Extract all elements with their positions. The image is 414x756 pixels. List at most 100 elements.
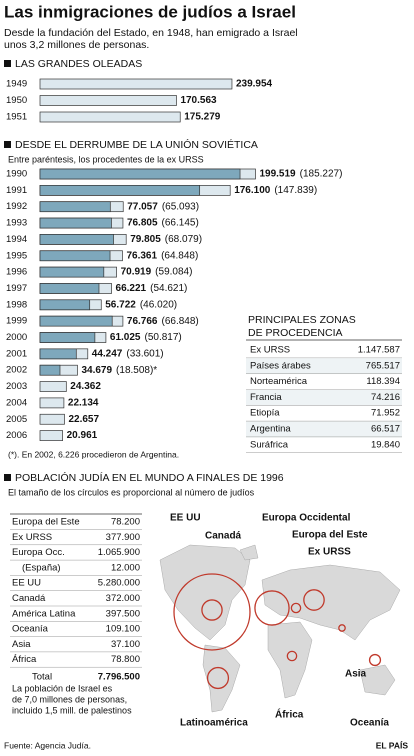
chart-subtitle: El tamaño de los círculos es proporciona…: [8, 487, 255, 497]
table-cell: 71.952: [371, 408, 400, 419]
category-label: 1951: [6, 112, 27, 123]
section-title: POBLACIÓN JUDÍA EN EL MUNDO A FINALES DE…: [15, 471, 284, 484]
table-row-bg: [246, 389, 402, 406]
bar: [39, 283, 100, 294]
table-cell: 109.100: [106, 624, 140, 635]
section-title: DESDE EL DERRUMBE DE LA UNIÓN SOVIÉTICA: [15, 138, 258, 151]
table-cell: Francia: [250, 392, 282, 403]
category-label: 2001: [6, 348, 27, 359]
bar: [39, 234, 114, 245]
table-cell: Ex URSS: [250, 345, 290, 356]
value-label: 44.247: [92, 348, 123, 359]
table-cell: Ex URSS: [12, 532, 52, 543]
value-label: 239.954: [236, 79, 273, 90]
value-label: 199.519: [259, 169, 296, 180]
map-label: Oceanía: [350, 718, 389, 729]
category-label: 1991: [6, 185, 27, 196]
chart-subtitle: Entre paréntesis, los procedentes de la …: [8, 154, 204, 164]
table-cell: 74.216: [371, 392, 400, 403]
table-cell: Etiopía: [250, 408, 280, 419]
map-label: Europa Occidental: [262, 513, 351, 524]
table-cell: 19.840: [371, 439, 400, 450]
table-cell: 397.500: [106, 608, 140, 619]
map-label: Europa del Este: [292, 530, 368, 541]
table-cell: 765.517: [366, 360, 400, 371]
table-cell: 372.000: [106, 593, 140, 604]
section-marker: [4, 474, 11, 481]
subtitle: Desde la fundación del Estado, en 1948, …: [4, 27, 298, 39]
table-cell: África: [12, 654, 37, 665]
value-label: (33.601): [126, 348, 163, 359]
table-cell: 1.147.587: [358, 345, 400, 356]
category-label: 2005: [6, 414, 27, 425]
category-label: 1949: [6, 79, 27, 90]
map-label: África: [275, 708, 304, 721]
table-row-bg: [246, 421, 402, 438]
bubble: [286, 650, 298, 662]
category-label: 1992: [6, 201, 27, 212]
table-cell: (España): [22, 562, 61, 573]
table-cell: 118.394: [366, 376, 400, 387]
value-label: 176.100: [234, 185, 271, 196]
value-label: (185.227): [300, 169, 343, 180]
category-label: 1996: [6, 267, 27, 278]
bar: [39, 364, 61, 376]
category-label: 2004: [6, 397, 27, 408]
map-label: Canadá: [205, 531, 242, 542]
bar: [39, 266, 105, 278]
category-label: 1993: [6, 218, 27, 229]
table-row-bg: [246, 358, 402, 375]
bar: [39, 95, 177, 106]
table-cell: 5.280.000: [98, 578, 140, 589]
table-cell: Suráfrica: [250, 439, 289, 450]
table-cell: Europa del Este: [12, 517, 80, 528]
bar: [39, 201, 111, 213]
subtitle: unos 3,2 millones de personas.: [4, 39, 149, 51]
value-label: (64.848): [161, 250, 198, 261]
table-cell: 377.900: [106, 532, 140, 543]
category-label: 1950: [6, 95, 27, 106]
table-cell: Argentina: [250, 424, 291, 435]
value-label: 56.722: [105, 299, 136, 310]
value-label: 22.134: [68, 398, 99, 409]
table-cell: Asia: [12, 639, 31, 650]
bubble: [290, 602, 302, 614]
category-label: 1998: [6, 299, 27, 310]
value-label: (66.848): [162, 316, 199, 327]
table-cell: 1.065.900: [98, 547, 140, 558]
table-cell: EE UU: [12, 578, 41, 589]
bar: [39, 381, 67, 392]
category-label: 2000: [6, 332, 27, 343]
bar: [39, 217, 112, 229]
bar: [39, 430, 63, 441]
table-note: de 7,0 millones de personas,: [12, 694, 127, 704]
value-label: (147.839): [274, 185, 317, 196]
value-label: 24.362: [70, 381, 101, 392]
value-label: 22.657: [68, 414, 99, 425]
bar: [39, 315, 113, 327]
table-note: La población de Israel es: [12, 683, 113, 693]
bar: [39, 168, 241, 180]
value-label: 77.057: [127, 201, 158, 212]
table-cell: 66.517: [371, 424, 400, 435]
bubble: [201, 599, 223, 621]
value-label: (46.020): [140, 299, 177, 310]
category-label: 2003: [6, 381, 27, 392]
category-label: 1995: [6, 250, 27, 261]
section-marker: [4, 60, 11, 67]
source: Fuente: Agencia Judía.: [4, 740, 91, 750]
value-label: (50.817): [145, 332, 182, 343]
category-label: 1990: [6, 169, 27, 180]
bar: [39, 348, 77, 360]
table-cell: 37.100: [111, 639, 140, 650]
value-label: 76.361: [126, 250, 157, 261]
value-label: (59.084): [155, 267, 192, 278]
table-cell: Países árabes: [250, 360, 311, 371]
bubble: [303, 589, 325, 611]
bar: [39, 332, 96, 343]
map-label: Ex URSS: [308, 547, 351, 558]
category-label: 1994: [6, 234, 27, 245]
category-label: 1999: [6, 316, 27, 327]
brand: EL PAÍS: [376, 740, 409, 750]
table-cell: Europa Occ.: [12, 547, 65, 558]
